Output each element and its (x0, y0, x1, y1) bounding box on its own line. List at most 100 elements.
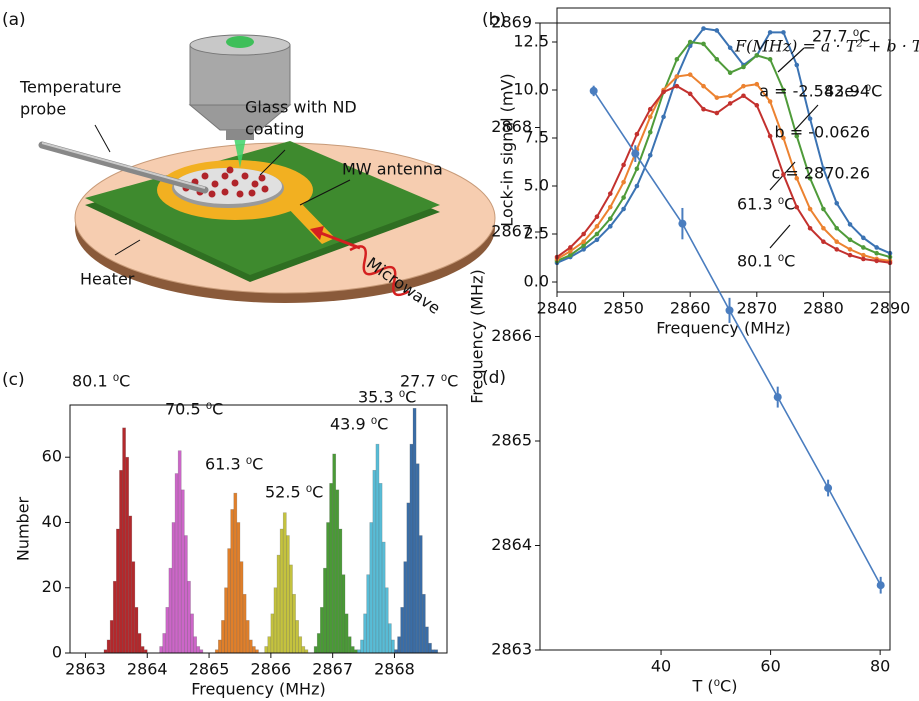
histogram-bar (171, 522, 176, 654)
histogram-bar (301, 646, 306, 654)
histogram-bar (221, 620, 225, 654)
data-point (727, 45, 733, 51)
glass-label: coating (245, 120, 304, 139)
histogram-bar (245, 620, 250, 654)
histogram-bar (313, 646, 318, 654)
data-point (594, 231, 600, 237)
histogram-bar (387, 623, 392, 654)
histogram-bar (137, 633, 142, 654)
data-point (767, 30, 773, 35)
data-point (834, 239, 840, 244)
histogram-bar (316, 633, 321, 654)
data-point (847, 237, 853, 243)
data-point (581, 243, 586, 248)
data-point (767, 99, 773, 104)
histogram-bar (273, 587, 278, 654)
histogram-bar (230, 509, 235, 654)
histogram-bar (109, 620, 114, 654)
data-point (861, 245, 866, 250)
histogram-bar (332, 453, 337, 654)
x-tick-label: 2850 (603, 299, 644, 318)
y-tick-label: 20 (42, 577, 62, 596)
data-point (754, 103, 760, 108)
y-tick-label: 2865 (491, 431, 532, 450)
data-point (807, 206, 813, 212)
data-point (714, 28, 720, 33)
data-point (847, 252, 853, 258)
data-point (874, 250, 879, 256)
y-axis-label: Frequency (MHz) (468, 269, 487, 403)
histogram-bar (406, 502, 411, 654)
histogram-bar (409, 443, 414, 654)
histogram-bar (270, 613, 275, 654)
histogram-bar (323, 567, 327, 654)
histogram-bar (134, 607, 139, 654)
x-tick-label: 2864 (127, 660, 168, 679)
data-point (861, 252, 866, 258)
histogram-bar (338, 528, 343, 654)
series-label: 35.3 ⁰C (358, 388, 416, 407)
histogram-bar (218, 639, 222, 654)
series-line (556, 27, 891, 264)
y-tick-label: 2868 (491, 117, 532, 136)
histogram-bar (224, 587, 228, 654)
y-tick-label: 2867 (491, 222, 532, 241)
y-tick-label: 2864 (491, 535, 532, 554)
data-point (661, 89, 666, 95)
data-point (568, 252, 573, 258)
data-point (647, 152, 653, 158)
data-point (607, 224, 613, 229)
histogram-bar (350, 646, 355, 654)
data-point (589, 86, 598, 95)
data-point (794, 62, 800, 68)
histogram-bar (335, 489, 340, 654)
histogram-bar (174, 473, 179, 654)
histogram-bar (292, 593, 296, 654)
probe-highlight (41, 142, 206, 189)
data-point (674, 74, 680, 79)
y-axis-label: Lock-in signal (mV) (498, 73, 517, 226)
data-point (714, 56, 720, 62)
histogram-bar (125, 456, 130, 654)
data-point (701, 41, 706, 47)
data-point (773, 393, 782, 402)
histogram-bar (140, 646, 145, 654)
data-point (647, 129, 653, 135)
histogram-bar (347, 636, 352, 654)
data-point (621, 206, 626, 212)
histogram-bar (112, 580, 117, 654)
histogram-bar (403, 561, 408, 654)
series-line (556, 85, 891, 264)
series-label: 43.9 ⁰C (824, 82, 882, 101)
data-point (687, 72, 693, 77)
data-point (861, 256, 866, 262)
histogram-bar (372, 469, 377, 654)
leader-line (299, 179, 351, 206)
histogram-bar (421, 593, 426, 654)
data-point (794, 204, 800, 210)
panel-label: (c) (2, 370, 25, 390)
data-point (607, 216, 613, 221)
data-point (874, 258, 879, 264)
leader-line (114, 239, 141, 256)
series-line (556, 73, 891, 262)
data-point (621, 179, 626, 185)
data-point (821, 166, 826, 172)
data-point (714, 95, 720, 100)
data-point (807, 116, 813, 122)
y-tick-label: 2863 (491, 640, 532, 659)
histogram-bar (239, 561, 244, 654)
y-tick-label: 5.0 (524, 176, 549, 195)
series-line (556, 40, 891, 262)
data-point (594, 237, 600, 243)
data-point (834, 225, 840, 231)
objective-tip (226, 130, 254, 140)
annotation: c = 2870.26 (771, 164, 870, 183)
data-point (741, 83, 746, 89)
data-point (754, 81, 760, 87)
histogram-bar (425, 626, 429, 654)
panel-label: (a) (2, 10, 26, 30)
laser-beam (234, 138, 246, 168)
data-point (821, 239, 826, 244)
histogram-bar (190, 613, 194, 654)
